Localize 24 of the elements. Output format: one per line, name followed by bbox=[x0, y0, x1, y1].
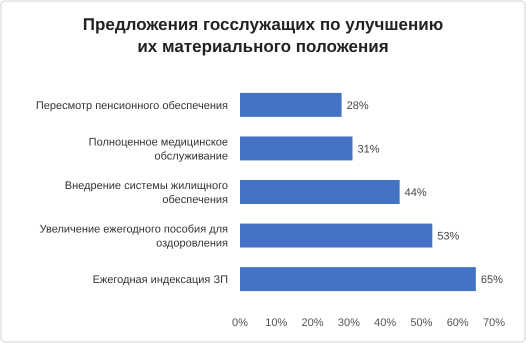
bar bbox=[240, 92, 342, 117]
data-label: 53% bbox=[437, 230, 460, 243]
chart-title: Предложения госслужащих по улучшению их материального положения bbox=[82, 15, 444, 56]
bar bbox=[240, 224, 432, 248]
data-label: 44% bbox=[404, 187, 427, 199]
y-tick-label: Увеличение ежегодного пособия для оздоровления bbox=[40, 224, 228, 250]
x-tick-label: 0% bbox=[232, 317, 248, 329]
data-label: 65% bbox=[480, 274, 504, 286]
x-tick-label: 30% bbox=[338, 317, 360, 329]
y-tick-label: Полноценное медицинское обслуживание bbox=[88, 136, 228, 162]
y-tick-label: Ежегодная индексация ЗП bbox=[92, 274, 228, 286]
x-tick-label: 40% bbox=[374, 317, 396, 329]
x-tick-label: 20% bbox=[302, 317, 324, 329]
bar bbox=[240, 267, 476, 292]
x-tick-label: 50% bbox=[410, 317, 433, 329]
y-tick-label: Внедрение системы жилищного обеспечения bbox=[64, 180, 228, 206]
x-tick-label: 10% bbox=[265, 317, 288, 329]
y-tick-label: Пересмотр пенсионного обеспечения bbox=[36, 100, 228, 112]
data-label: 28% bbox=[346, 100, 369, 112]
data-label: 31% bbox=[357, 143, 380, 156]
x-tick-label: 70% bbox=[482, 317, 506, 329]
x-tick-label: 60% bbox=[446, 317, 469, 329]
bar bbox=[240, 180, 400, 204]
bar bbox=[240, 136, 352, 160]
